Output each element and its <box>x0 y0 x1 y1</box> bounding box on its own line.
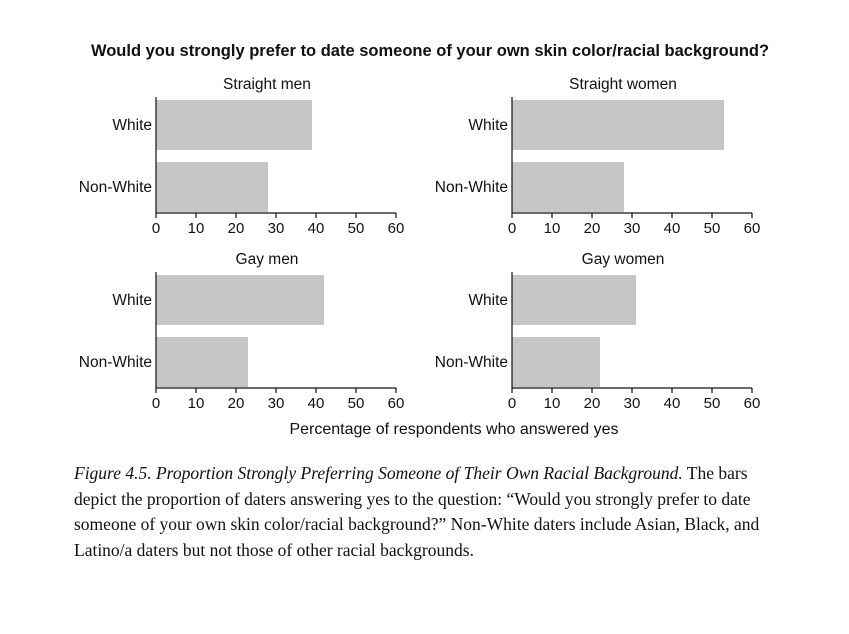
x-tick-label: 50 <box>704 220 721 237</box>
x-tick-label: 40 <box>308 395 325 412</box>
panel-title: Straight men <box>223 76 311 93</box>
x-tick-label: 60 <box>744 395 761 412</box>
x-tick-label: 0 <box>152 395 160 412</box>
x-tick-label: 10 <box>188 395 205 412</box>
bar <box>156 275 324 325</box>
x-tick-label: 30 <box>624 395 641 412</box>
x-tick-label: 0 <box>508 395 516 412</box>
x-tick-label: 30 <box>624 220 641 237</box>
category-label: Non-White <box>79 179 152 196</box>
figure-caption: Figure 4.5. Proportion Strongly Preferri… <box>74 461 774 563</box>
panel-title: Gay men <box>236 251 299 268</box>
bar <box>512 100 724 150</box>
category-label: Non-White <box>435 179 508 196</box>
x-tick-label: 50 <box>704 395 721 412</box>
x-tick-label: 10 <box>188 220 205 237</box>
category-label: Non-White <box>435 354 508 371</box>
x-tick-label: 20 <box>228 220 245 237</box>
x-tick-label: 60 <box>388 395 405 412</box>
caption-figure-title: Figure 4.5. Proportion Strongly Preferri… <box>74 463 683 483</box>
x-tick-label: 40 <box>308 220 325 237</box>
category-label: Non-White <box>79 354 152 371</box>
panel-title: Straight women <box>569 76 677 93</box>
bar <box>512 162 624 212</box>
x-tick-label: 40 <box>664 220 681 237</box>
x-tick-label: 50 <box>348 395 365 412</box>
bar <box>156 100 312 150</box>
x-tick-label: 60 <box>388 220 405 237</box>
bar <box>156 337 248 387</box>
x-tick-label: 10 <box>544 395 561 412</box>
x-tick-label: 30 <box>268 220 285 237</box>
x-tick-label: 40 <box>664 395 681 412</box>
figure-main-title: Would you strongly prefer to date someon… <box>91 42 769 60</box>
chart-panels: Straight men White Non-White 0 10 20 30 40 50 60 S… <box>79 76 761 412</box>
bar <box>156 162 268 212</box>
category-label: White <box>112 117 152 134</box>
category-label: White <box>468 117 508 134</box>
x-tick-label: 10 <box>544 220 561 237</box>
x-tick-label: 20 <box>584 220 601 237</box>
category-label: White <box>112 292 152 309</box>
category-label: White <box>468 292 508 309</box>
x-tick-label: 50 <box>348 220 365 237</box>
x-tick-label: 30 <box>268 395 285 412</box>
caption-body: The bars depict the proportion of daters… <box>74 463 760 560</box>
shared-x-axis-label: Percentage of respondents who answered y… <box>289 421 618 438</box>
bar <box>512 337 600 387</box>
x-tick-label: 0 <box>508 220 516 237</box>
panel-title: Gay women <box>582 251 665 268</box>
x-tick-label: 0 <box>152 220 160 237</box>
x-tick-label: 20 <box>228 395 245 412</box>
figure-canvas: Would you strongly prefer to date someon… <box>79 42 769 438</box>
x-tick-label: 60 <box>744 220 761 237</box>
bar <box>512 275 636 325</box>
x-tick-label: 20 <box>584 395 601 412</box>
